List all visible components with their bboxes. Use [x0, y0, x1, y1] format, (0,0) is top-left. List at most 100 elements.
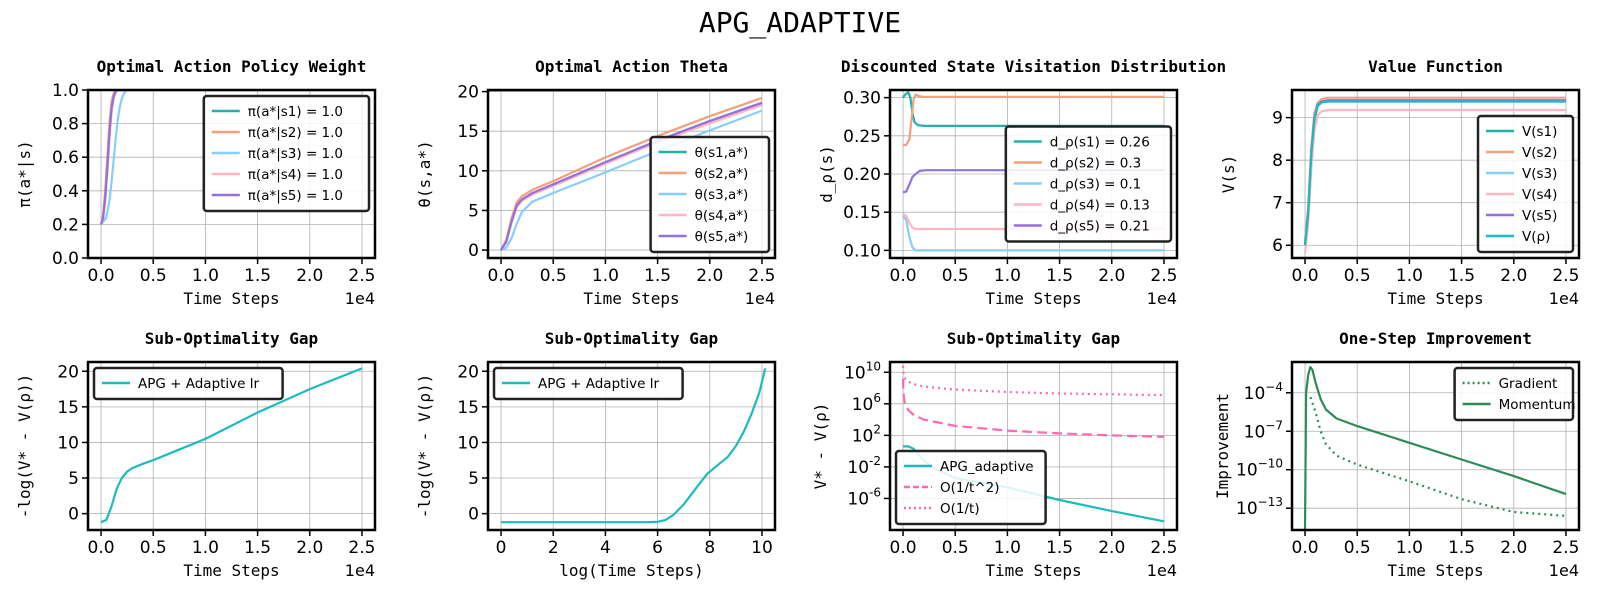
x-tick-label: 2.5: [1552, 266, 1579, 286]
series-line: [501, 368, 767, 524]
y-tick-label: 102: [852, 422, 881, 446]
x-tick-label: 1.0: [1396, 266, 1423, 286]
legend-box: [649, 135, 771, 254]
legend-label: π(a*|s3) = 1.0: [248, 146, 343, 162]
x-tick-label: 2.0: [1500, 538, 1527, 558]
y-tick-label: 5: [468, 201, 479, 221]
x-tick-label: 0.5: [1344, 538, 1371, 558]
series-line: [902, 215, 1164, 252]
panels: 0.0 0.5 1.0 1.5 2.0 2.5 0.0 0.2 0.4 0.6 0.8 1.0 Opti…: [15, 57, 1581, 580]
x-tick-label: 1.5: [1448, 266, 1475, 286]
legend-box: [92, 366, 284, 401]
legend: Gradient Momentum: [1453, 366, 1576, 422]
series-group: [1303, 96, 1566, 254]
axes-frame: [86, 360, 377, 532]
legend-label: V(s1): [1522, 124, 1557, 140]
y-tick-label: 10−4: [1244, 380, 1283, 404]
subplot-title: Value Function: [1368, 57, 1503, 76]
x-offset-text: 1e4: [1147, 289, 1177, 308]
legend-label: d_ρ(s3) = 0.1: [1050, 177, 1141, 193]
legend-box: [1004, 125, 1173, 243]
series-line: [901, 378, 1165, 438]
x-axis-label: Time Steps: [1387, 289, 1483, 308]
x-tick-label: 1.5: [244, 538, 271, 558]
legend-label: d_ρ(s5) = 0.21: [1050, 219, 1150, 235]
legend-box: [894, 449, 1047, 526]
x-tick-label: 0: [496, 538, 507, 558]
legend-label: d_ρ(s2) = 0.3: [1050, 156, 1141, 172]
subplot-7: 0.0 0.5 1.0 1.5 2.0 2.5 10-6 10-2 102 106 1010 Sub-…: [811, 329, 1179, 580]
subplot-2: 0.0 0.5 1.0 1.5 2.0 2.5 0 5 10 15 20 Optimal Action…: [415, 57, 777, 308]
y-tick-label: 0.8: [52, 115, 79, 135]
x-tick-label: 0.5: [140, 266, 167, 286]
y-tick-label: 15: [457, 122, 479, 142]
series-line: [902, 169, 1164, 194]
legend-box: [202, 94, 371, 213]
x-tick-label: 0.0: [488, 266, 515, 286]
series-group: [1303, 366, 1567, 530]
y-tick-label: 6: [1272, 236, 1283, 256]
y-tick-label: 0.0: [52, 249, 79, 269]
legend: V(s1) V(s2) V(s3) V(s4) V(s5) V(ρ): [1476, 114, 1575, 254]
legend-box: [1476, 114, 1575, 254]
subplot-title: Sub-Optimality Gap: [947, 329, 1120, 348]
x-offset-text: 1e4: [345, 561, 375, 580]
series-line: [100, 367, 363, 524]
x-tick-label: 4: [600, 538, 611, 558]
series-line: [100, 90, 362, 226]
legend-label: π(a*|s1) = 1.0: [248, 104, 343, 120]
x-tick-label: 2.5: [348, 538, 375, 558]
series-group: [902, 91, 1164, 252]
y-tick-label: 0.30: [843, 89, 881, 109]
x-tick-label: 0.5: [140, 538, 167, 558]
subplot-title: One-Step Improvement: [1339, 329, 1532, 348]
x-tick-label: 1.0: [994, 538, 1021, 558]
y-axis-label: V* - V(ρ): [811, 403, 830, 490]
y-tick-label: 20: [457, 362, 479, 382]
subplot-title: Sub-Optimality Gap: [545, 329, 718, 348]
x-offset-text: 1e4: [345, 289, 375, 308]
legend-label: d_ρ(s4) = 0.13: [1050, 198, 1150, 214]
x-tick-label: 1.5: [244, 266, 271, 286]
y-tick-label: 0.20: [843, 165, 881, 185]
y-tick-label: 0: [68, 505, 79, 525]
y-tick-label: 20: [57, 362, 79, 382]
y-tick-label: 1.0: [52, 81, 79, 101]
y-tick-label: 0: [468, 505, 479, 525]
x-offset-text: 1e4: [1549, 289, 1579, 308]
y-tick-label: 1010: [844, 359, 881, 383]
subplot-5: 0.0 0.5 1.0 1.5 2.0 2.5 0 5 10 15 20 Sub-Optimality…: [15, 329, 377, 580]
x-tick-label: 0.5: [942, 538, 969, 558]
y-tick-label: 0: [468, 241, 479, 261]
y-tick-label: 20: [457, 83, 479, 103]
subplot-title: Optimal Action Policy Weight: [97, 57, 367, 76]
x-tick-label: 1.0: [1396, 538, 1423, 558]
x-tick-label: 2.5: [1552, 538, 1579, 558]
y-tick-label: 0.15: [843, 203, 881, 223]
legend-label: θ(s1,a*): [695, 145, 749, 161]
subplot-3: 0.0 0.5 1.0 1.5 2.0 2.5 0.10 0.15 0.20 0.25 0.30 Di…: [817, 57, 1226, 308]
legend-label: θ(s4,a*): [695, 208, 749, 224]
axes-frame: [86, 88, 377, 260]
x-tick-label: 2.5: [348, 266, 375, 286]
y-tick-label: 10: [457, 162, 479, 182]
x-axis-label: log(Time Steps): [559, 561, 704, 580]
x-tick-label: 2.0: [696, 266, 723, 286]
legend-label: θ(s3,a*): [695, 187, 749, 203]
x-tick-label: 1.5: [1046, 538, 1073, 558]
x-axis-label: Time Steps: [583, 289, 679, 308]
legend: θ(s1,a*) θ(s2,a*) θ(s3,a*) θ(s4,a*) θ(s5,a*): [649, 135, 771, 254]
x-tick-label: 6: [652, 538, 663, 558]
legend: APG + Adaptive lr: [92, 366, 284, 401]
x-tick-label: 0.0: [88, 266, 115, 286]
series-line: [1303, 100, 1566, 246]
legend-label: V(s5): [1522, 208, 1557, 224]
x-tick-label: 1.0: [192, 538, 219, 558]
legend-label: Momentum: [1499, 397, 1576, 413]
legend-label: θ(s2,a*): [695, 166, 749, 182]
x-tick-label: 0.0: [88, 538, 115, 558]
legend-label: Gradient: [1499, 376, 1558, 392]
x-axis-label: Time Steps: [985, 561, 1081, 580]
series-line: [901, 365, 1165, 397]
